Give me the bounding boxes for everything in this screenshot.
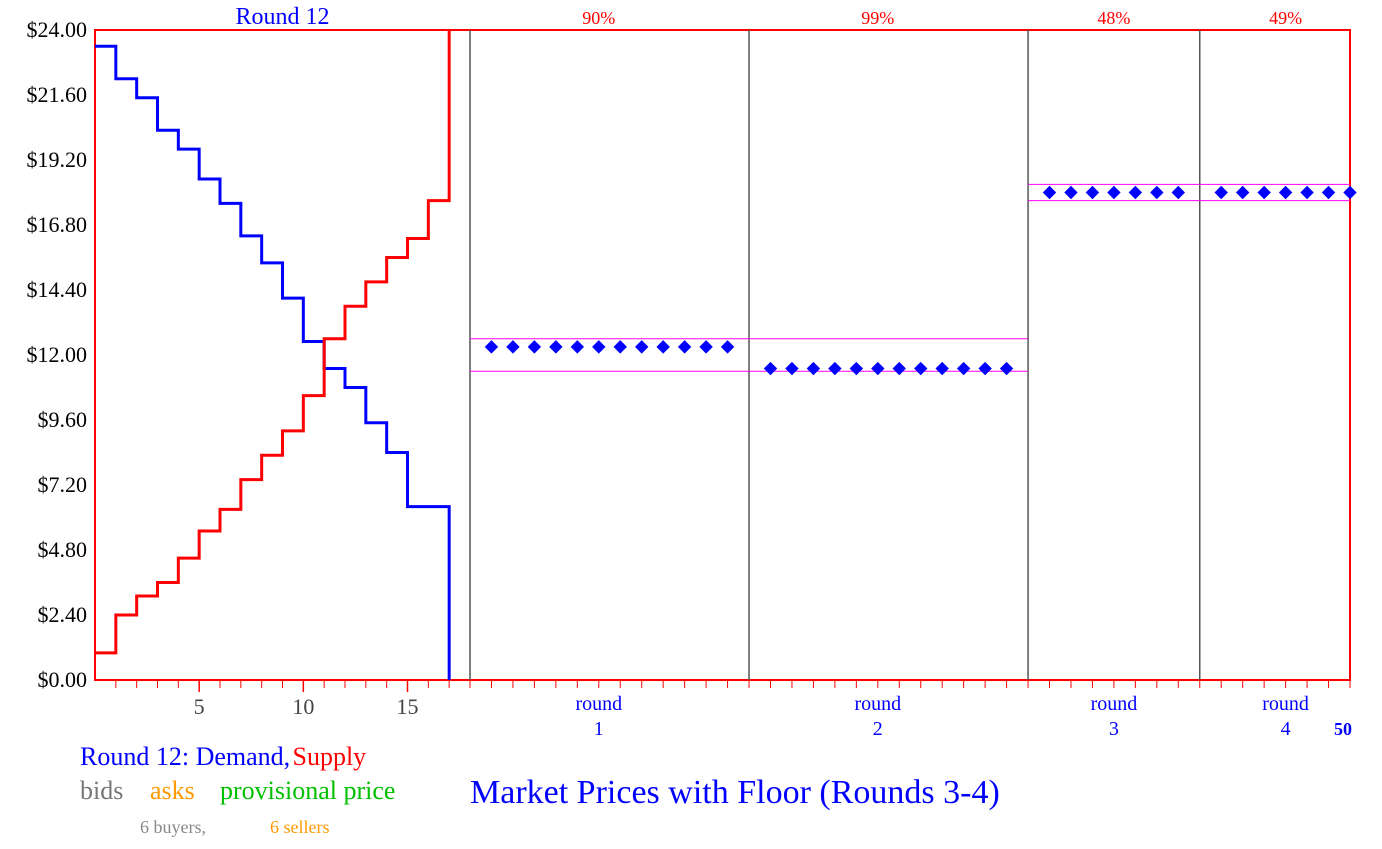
price-marker <box>936 363 948 375</box>
round-label-line1: round <box>575 693 622 715</box>
left-panel-title: Round 12 <box>235 4 329 30</box>
price-marker <box>1215 187 1227 199</box>
price-marker <box>657 341 669 353</box>
ytick-label: $21.60 <box>27 82 88 107</box>
price-marker <box>1151 187 1163 199</box>
chart-title: Market Prices with Floor (Rounds 3-4) <box>470 774 1000 811</box>
price-marker <box>1108 187 1120 199</box>
price-marker <box>786 363 798 375</box>
price-marker <box>829 363 841 375</box>
price-marker <box>550 341 562 353</box>
price-marker <box>722 341 734 353</box>
price-marker <box>764 363 776 375</box>
efficiency-pct: 49% <box>1269 8 1302 28</box>
price-marker <box>958 363 970 375</box>
legend-asks: asks <box>150 776 195 805</box>
round-label-line2: 4 <box>1281 718 1291 740</box>
legend-provisional: provisional price <box>220 776 395 805</box>
price-marker <box>807 363 819 375</box>
round-label-line1: round <box>1091 693 1138 715</box>
ytick-label: $7.20 <box>38 472 88 497</box>
price-marker <box>979 363 991 375</box>
price-marker <box>1323 187 1335 199</box>
price-marker <box>571 341 583 353</box>
price-marker <box>593 341 605 353</box>
supply-curve <box>95 30 449 653</box>
price-marker <box>636 341 648 353</box>
price-marker <box>485 341 497 353</box>
sellers-count: 6 sellers <box>270 817 329 837</box>
price-marker <box>700 341 712 353</box>
legend-supply: Supply <box>293 742 367 771</box>
ytick-label: $12.00 <box>27 342 88 367</box>
round-label-line2: 3 <box>1109 718 1119 740</box>
corner-label: 50 <box>1334 719 1352 739</box>
ytick-label: $24.00 <box>27 17 88 42</box>
round-label-line2: 1 <box>594 718 604 740</box>
ytick-label: $4.80 <box>38 537 88 562</box>
left-xtick-label: 5 <box>194 694 205 719</box>
ytick-label: $9.60 <box>38 407 88 432</box>
round-label-line1: round <box>1262 693 1309 715</box>
price-marker <box>1044 187 1056 199</box>
round-label-line2: 2 <box>873 718 883 740</box>
buyers-count: 6 buyers, <box>140 817 206 837</box>
price-marker <box>1237 187 1249 199</box>
ytick-label: $14.40 <box>27 277 88 302</box>
ytick-label: $19.20 <box>27 147 88 172</box>
price-marker <box>1129 187 1141 199</box>
price-marker <box>1065 187 1077 199</box>
price-marker <box>1172 187 1184 199</box>
demand-curve <box>95 46 449 680</box>
price-marker <box>528 341 540 353</box>
price-marker <box>850 363 862 375</box>
price-marker <box>1280 187 1292 199</box>
left-xtick-label: 10 <box>292 694 314 719</box>
price-marker <box>1086 187 1098 199</box>
efficiency-pct: 90% <box>582 8 615 28</box>
price-marker <box>507 341 519 353</box>
price-marker <box>1301 187 1313 199</box>
efficiency-pct: 48% <box>1097 8 1130 28</box>
price-marker <box>1344 187 1356 199</box>
left-xtick-label: 15 <box>397 694 419 719</box>
price-marker <box>872 363 884 375</box>
ytick-label: $0.00 <box>38 667 88 692</box>
plot-border <box>95 30 1350 680</box>
ytick-label: $2.40 <box>38 602 88 627</box>
price-marker <box>893 363 905 375</box>
legend-demand: Round 12: Demand, <box>80 742 290 771</box>
ytick-label: $16.80 <box>27 212 88 237</box>
legend-bids: bids <box>80 776 123 805</box>
price-marker <box>679 341 691 353</box>
price-marker <box>1001 363 1013 375</box>
price-marker <box>915 363 927 375</box>
price-marker <box>1258 187 1270 199</box>
price-marker <box>614 341 626 353</box>
round-label-line1: round <box>854 693 901 715</box>
efficiency-pct: 99% <box>861 8 894 28</box>
